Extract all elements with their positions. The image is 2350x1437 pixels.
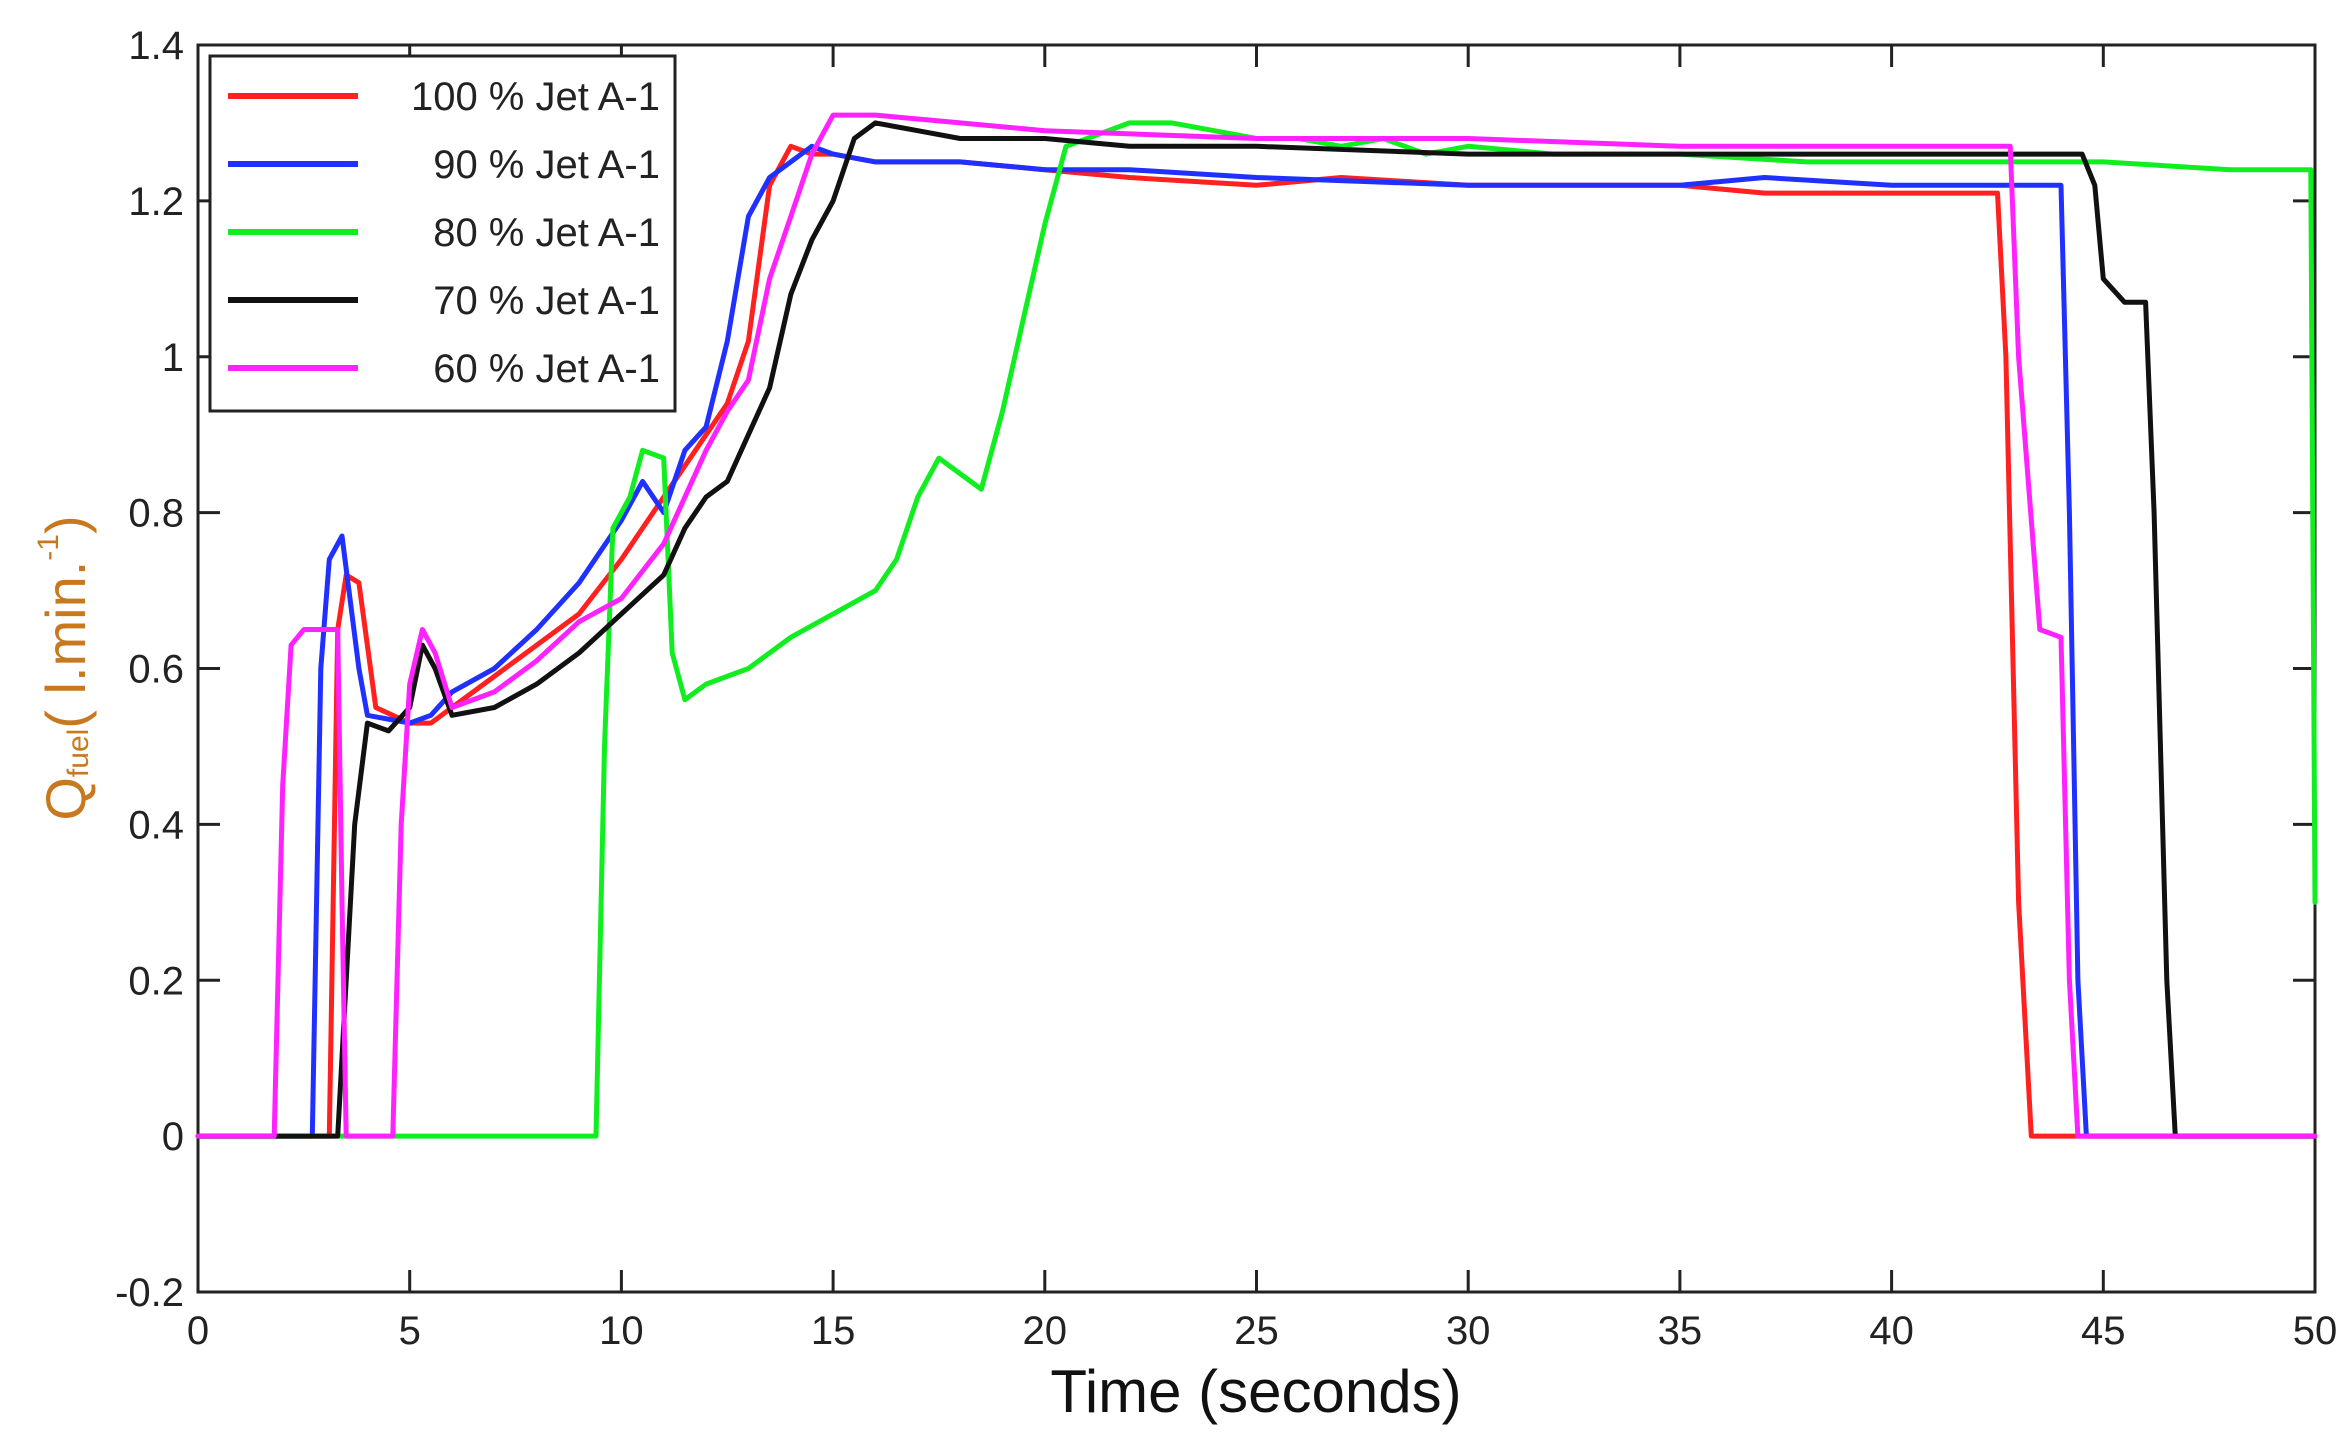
- legend-label: 60 % Jet A-1: [433, 347, 660, 391]
- series-layer: [195, 112, 2318, 1139]
- legend: 100 % Jet A-1 90 % Jet A-1 80 % Jet A-1 70 …: [208, 54, 677, 413]
- y-axis: -0.2 0 0.2 0.4 0.6 0.8 1 1.2 1.4: [115, 24, 2315, 1315]
- y-tick-label: 0: [162, 1115, 184, 1159]
- y-axis-units: ( l.min.: [34, 561, 97, 729]
- y-axis-units-close: ): [34, 515, 97, 534]
- y-tick-label: 1.4: [128, 24, 184, 68]
- x-tick-label: 25: [1234, 1309, 1279, 1353]
- x-axis-label: Time (seconds): [1050, 1358, 1461, 1425]
- x-tick-label: 30: [1446, 1309, 1491, 1353]
- svg-text:Qfuel( l.min.-1): Qfuel( l.min.-1): [32, 515, 97, 820]
- x-tick-label: 40: [1869, 1309, 1914, 1353]
- x-tick-label: 20: [1023, 1309, 1068, 1353]
- series-line-4: [195, 120, 2318, 1139]
- y-tick-label: -0.2: [115, 1271, 184, 1315]
- y-axis-symbol: Q: [34, 777, 97, 821]
- y-axis-units-exponent: -1: [32, 534, 65, 561]
- series-line-2: [195, 143, 2318, 1139]
- legend-item: 80 % Jet A-1: [228, 211, 660, 255]
- legend-item: 70 % Jet A-1: [228, 279, 660, 323]
- x-tick-label: 0: [187, 1309, 209, 1353]
- x-tick-label: 15: [811, 1309, 856, 1353]
- y-tick-label: 0.8: [128, 492, 184, 536]
- x-tick-label: 10: [599, 1309, 644, 1353]
- series-line-5: [195, 112, 2318, 1139]
- y-tick-label: 0.6: [128, 648, 184, 692]
- y-tick-label: 1.2: [128, 180, 184, 224]
- legend-label: 100 % Jet A-1: [411, 75, 660, 119]
- y-tick-label: 0.2: [128, 959, 184, 1003]
- y-axis-label: Qfuel( l.min.-1): [32, 515, 97, 820]
- x-tick-label: 35: [1658, 1309, 1703, 1353]
- legend-item: 100 % Jet A-1: [228, 75, 660, 119]
- legend-label: 70 % Jet A-1: [433, 279, 660, 323]
- legend-label: 90 % Jet A-1: [433, 143, 660, 187]
- x-tick-label: 5: [399, 1309, 421, 1353]
- y-axis-subscript: fuel: [62, 729, 95, 777]
- legend-item: 60 % Jet A-1: [228, 347, 660, 391]
- x-tick-label: 50: [2293, 1309, 2338, 1353]
- legend-item: 90 % Jet A-1: [228, 143, 660, 187]
- x-tick-label: 45: [2081, 1309, 2126, 1353]
- legend-label: 80 % Jet A-1: [433, 211, 660, 255]
- y-tick-label: 1: [162, 336, 184, 380]
- x-axis: 0 5 10 15 20 25 30 35 40 45 50: [187, 45, 2337, 1353]
- y-tick-label: 0.4: [128, 803, 184, 847]
